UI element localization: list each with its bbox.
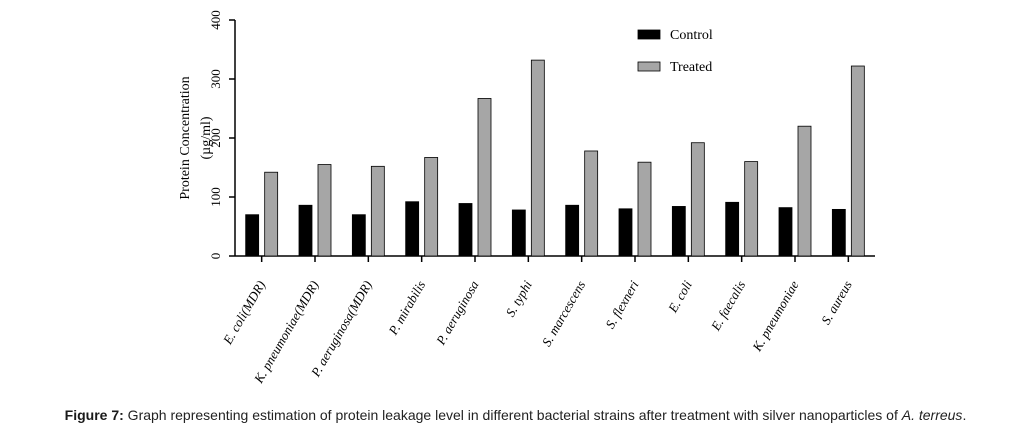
x-tick-label: K. pneumoniae <box>749 278 802 355</box>
bar-treated <box>370 165 385 257</box>
x-tick-label: E. faecalis <box>707 278 748 334</box>
legend: Control Treated <box>637 28 713 75</box>
x-tick-label: P. aeruginosa <box>432 278 481 349</box>
x-axis: E. coli(MDR)K. pneumoniae(MDR)P. aerugin… <box>219 255 875 386</box>
bar-control <box>831 208 846 257</box>
legend-label-control: Control <box>670 28 713 43</box>
x-tick-label: S. flexneri <box>602 278 642 331</box>
caption-text: Graph representing estimation of protein… <box>123 407 902 423</box>
y-axis-label-line2: (µg/ml) <box>199 116 214 159</box>
bar-treated <box>424 157 439 257</box>
bar-chart: 0 100 200 300 400 E. coli(MDR) K. pneumoniae (… <box>178 10 875 386</box>
bar-control <box>671 206 686 257</box>
legend-label-treated: Treated <box>670 60 712 75</box>
bar-control <box>351 214 366 257</box>
bar-treated <box>530 59 545 257</box>
bar-control <box>565 204 580 257</box>
bar-control <box>245 214 260 257</box>
y-tick-label: 0 <box>208 253 223 260</box>
caption-end: . <box>962 407 967 423</box>
legend-swatch-treated <box>637 61 661 72</box>
x-tick-label: E. coli <box>664 278 695 316</box>
x-tick-label: S. typhi <box>502 278 535 320</box>
y-axis-label-line1: Protein Concentration <box>178 76 193 199</box>
x-tick-label: S. marcescens <box>539 278 589 349</box>
y-tick-label: 200 <box>208 128 223 148</box>
y-tick-label: 400 <box>208 10 223 30</box>
bar-treated <box>797 125 812 257</box>
bar-treated <box>744 161 759 257</box>
figure-caption: Figure 7: Graph representing estimation … <box>0 407 1031 423</box>
y-axis: 0 100 200 300 400 <box>208 10 236 260</box>
caption-species: A. terreus <box>901 407 963 423</box>
legend-swatch-control <box>637 29 661 40</box>
bar-treated <box>264 171 279 257</box>
bar-control <box>618 208 633 257</box>
bar-treated <box>637 161 652 257</box>
bar-control <box>778 207 793 257</box>
bar-treated <box>317 164 332 257</box>
x-tick-label: P. aeruginosa(MDR) <box>307 278 375 380</box>
caption-label: Figure 7: <box>64 407 124 423</box>
y-axis-label: Protein Concentration (µg/ml) <box>178 76 214 199</box>
x-tick-label: P. mirabilis <box>385 278 428 338</box>
bar-treated <box>584 150 599 257</box>
x-tick-label: S. aureus <box>818 278 855 327</box>
bar-control <box>511 209 526 257</box>
bars <box>245 59 865 257</box>
bar-control <box>458 203 473 257</box>
y-tick-label: 100 <box>208 187 223 207</box>
bar-control <box>405 201 420 257</box>
bar-treated <box>477 98 492 257</box>
bar-control <box>298 204 313 257</box>
y-tick-label: 300 <box>208 69 223 89</box>
bar-treated <box>690 142 705 257</box>
bar-treated <box>850 65 865 257</box>
x-tick-label: E. coli(MDR) <box>219 278 268 348</box>
bar-control <box>725 201 740 257</box>
